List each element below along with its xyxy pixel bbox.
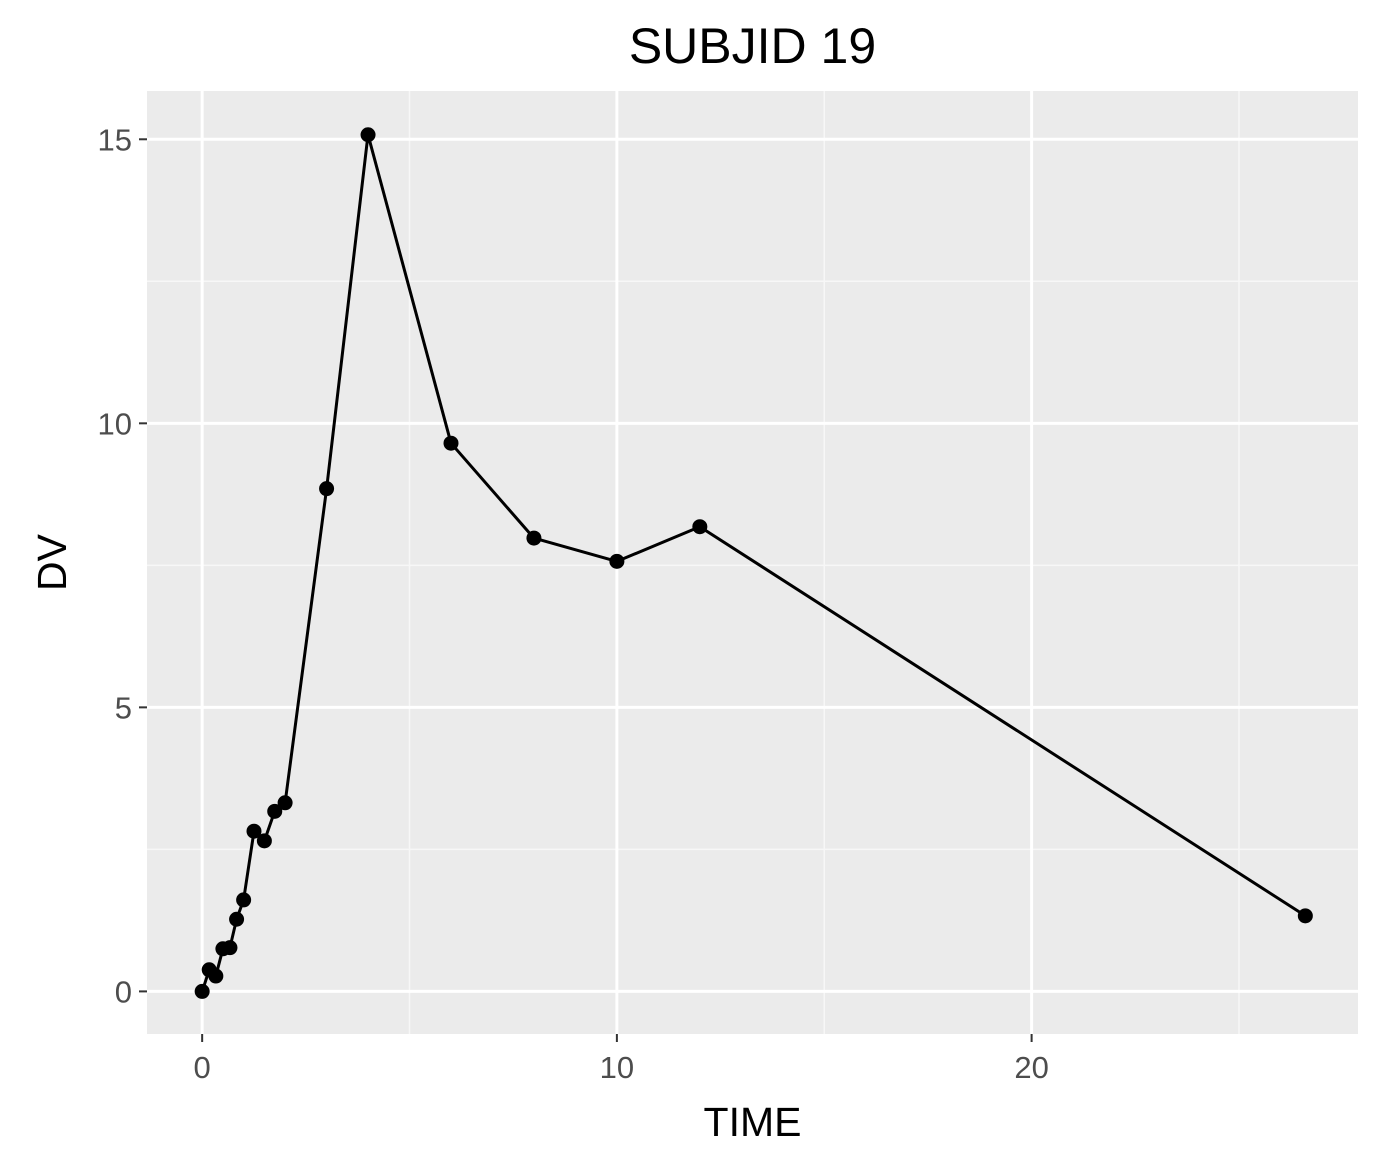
data-point bbox=[194, 983, 210, 999]
x-tick-label: 10 bbox=[600, 1050, 634, 1085]
series-layer bbox=[194, 127, 1313, 999]
data-point bbox=[236, 892, 252, 908]
data-point bbox=[319, 481, 335, 497]
major-gridlines bbox=[147, 91, 1358, 1034]
data-point bbox=[609, 553, 625, 569]
data-point bbox=[1297, 908, 1313, 924]
data-point bbox=[277, 795, 293, 811]
data-point bbox=[360, 127, 376, 143]
x-axis-title: TIME bbox=[704, 1099, 802, 1145]
x-tick-label: 0 bbox=[194, 1050, 211, 1085]
plot-panel bbox=[147, 91, 1358, 1034]
x-tick-label: 20 bbox=[1014, 1050, 1048, 1085]
y-tick-label: 10 bbox=[98, 406, 132, 441]
data-point bbox=[246, 823, 262, 839]
y-axis-title: DV bbox=[29, 533, 75, 591]
data-point bbox=[443, 435, 459, 451]
data-point bbox=[222, 940, 238, 956]
y-tick-label: 5 bbox=[115, 690, 132, 725]
chart-title: SUBJID 19 bbox=[629, 18, 876, 74]
x-axis-ticks: 0 10 20 bbox=[194, 1034, 1049, 1085]
y-tick-label: 15 bbox=[98, 122, 132, 157]
y-axis-ticks: 0 5 10 15 bbox=[98, 122, 147, 1009]
data-point bbox=[229, 911, 245, 927]
data-point bbox=[526, 530, 542, 546]
data-point bbox=[256, 833, 272, 849]
y-tick-label: 0 bbox=[115, 974, 132, 1009]
minor-gridlines bbox=[147, 91, 1358, 1034]
data-point bbox=[267, 803, 283, 819]
data-point bbox=[692, 519, 708, 535]
data-point bbox=[208, 968, 224, 984]
